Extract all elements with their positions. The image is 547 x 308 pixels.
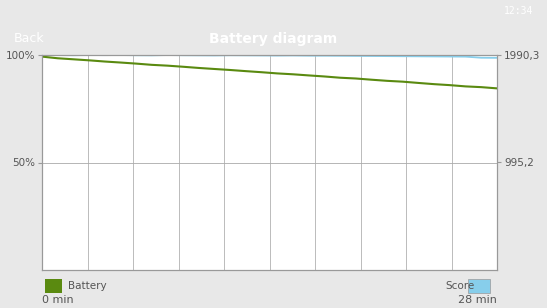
Bar	[468, 279, 490, 293]
Text: 12:34: 12:34	[504, 6, 533, 16]
Text: Battery diagram: Battery diagram	[210, 31, 337, 46]
Text: Score: Score	[445, 281, 474, 291]
Bar	[45, 279, 62, 293]
Text: Battery: Battery	[68, 281, 106, 291]
Text: Back: Back	[14, 32, 44, 45]
Text: 28 min: 28 min	[458, 295, 497, 305]
Text: 0 min: 0 min	[42, 295, 74, 305]
